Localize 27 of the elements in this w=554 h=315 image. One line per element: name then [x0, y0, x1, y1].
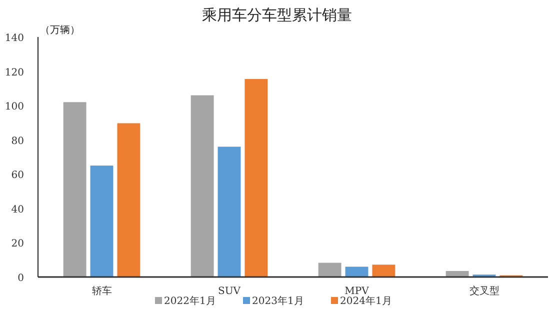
bar: [117, 123, 140, 277]
x-tick-label: MPV: [344, 286, 370, 297]
bar: [218, 146, 241, 277]
bar: [446, 271, 469, 277]
bar: [90, 166, 114, 277]
y-tick-label: 80: [11, 136, 24, 147]
chart-title: 乘用车分车型累计销量: [202, 6, 352, 24]
bar: [345, 266, 368, 277]
bar: [63, 102, 86, 277]
y-tick-label: 0: [18, 273, 24, 284]
x-tick-label: SUV: [218, 286, 242, 297]
y-tick-label: 120: [4, 67, 24, 78]
legend-label: 2024年1月: [340, 295, 392, 307]
bar: [318, 262, 342, 277]
x-tick-label: 交叉型: [469, 285, 500, 297]
y-tick-label: 140: [4, 33, 24, 44]
bar: [244, 79, 268, 277]
y-tick-label: 40: [11, 204, 24, 216]
bar: [372, 264, 396, 277]
x-tick-label: 轿车: [92, 285, 112, 297]
legend-label: 2023年1月: [252, 295, 304, 307]
y-axis-title: （万辆）: [40, 24, 80, 36]
y-tick-label: 60: [11, 170, 24, 182]
bar: [190, 95, 214, 277]
legend-label: 2022年1月: [164, 295, 216, 307]
y-tick-label: 20: [11, 238, 24, 250]
y-tick-label: 100: [4, 102, 24, 113]
